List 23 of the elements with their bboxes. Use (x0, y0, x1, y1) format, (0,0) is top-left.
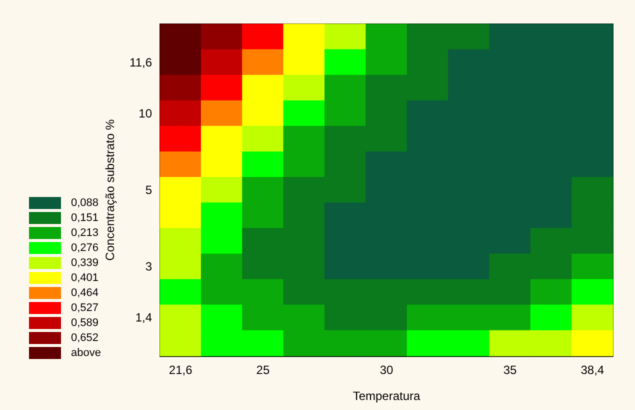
y-axis-title: Concentração substrato % (103, 118, 117, 261)
color-bar-label: 0,151 (71, 212, 99, 224)
y-tick-label: 11,6 (130, 55, 152, 70)
x-tick-label: 38,4 (580, 363, 604, 377)
color-bar-label: 0,339 (71, 257, 99, 269)
color-bar-label: above (71, 347, 101, 359)
y-tick-label: 1,4 (135, 310, 152, 325)
color-bar-label: 0,464 (71, 287, 99, 299)
color-bar-label: 0,276 (71, 242, 99, 254)
color-bar-label: 0,527 (71, 302, 99, 314)
color-bar-label: 0,652 (71, 332, 99, 344)
color-bar-label: 0,088 (71, 197, 99, 209)
y-tick-label: 10 (138, 106, 152, 120)
x-tick-label: 25 (256, 363, 270, 377)
y-tick-label: 3 (145, 260, 152, 274)
x-tick-label: 35 (503, 363, 518, 377)
color-bar-label: 0,401 (71, 272, 99, 284)
color-bar-label: 0,589 (71, 317, 99, 329)
color-bar-label: 0,213 (71, 227, 99, 239)
x-axis-title: Temperatura (352, 389, 421, 403)
x-tick-label: 21,6 (168, 363, 193, 377)
y-tick-label: 5 (145, 183, 152, 197)
x-tick-label: 30 (380, 363, 394, 377)
